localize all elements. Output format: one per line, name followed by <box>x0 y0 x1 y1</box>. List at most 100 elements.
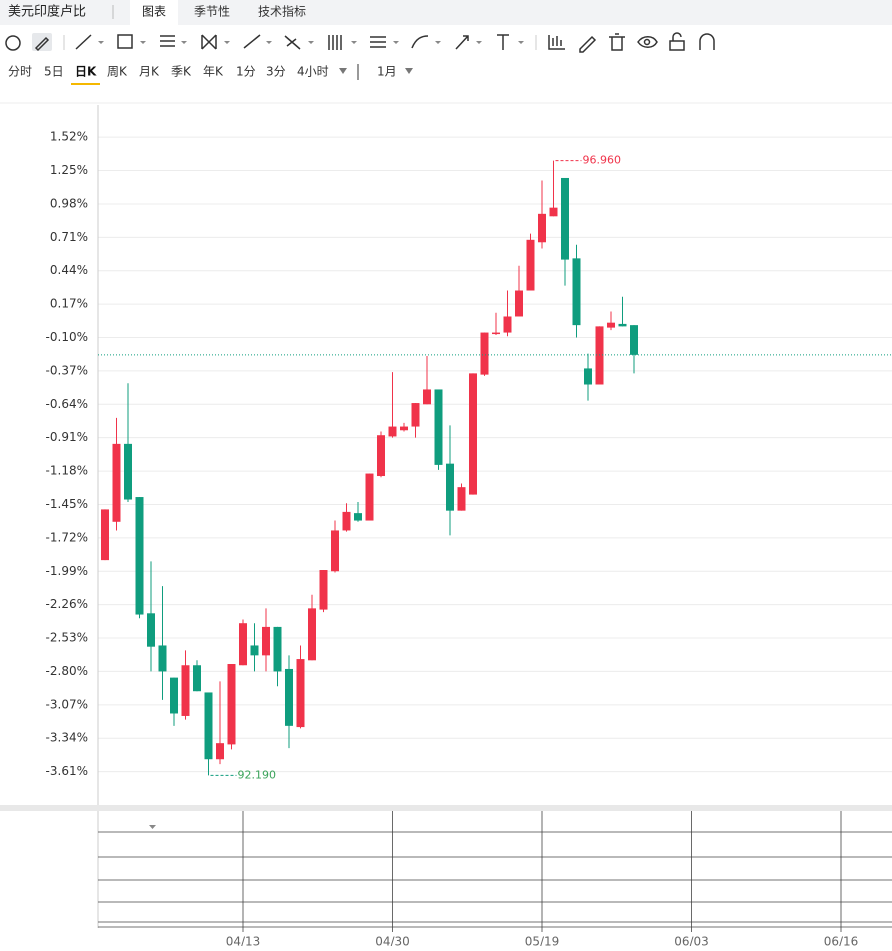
panel-separator <box>0 805 892 811</box>
candle-body <box>227 664 236 745</box>
tool-icon[interactable] <box>75 34 92 50</box>
candle-body <box>135 497 144 615</box>
tool-icon[interactable] <box>328 35 342 50</box>
tool-icon[interactable] <box>699 33 715 50</box>
candle-body <box>400 426 408 431</box>
candle-body <box>342 511 351 531</box>
candle-body <box>101 509 109 561</box>
period-option[interactable]: 1分 <box>236 65 256 79</box>
tool-icon[interactable] <box>548 35 565 50</box>
period-option[interactable]: 年K <box>203 65 224 79</box>
candle-body <box>526 239 535 291</box>
toolbar <box>5 32 715 53</box>
candle-body <box>296 659 305 728</box>
y-tick-label: 0.98% <box>50 196 88 210</box>
tool-icon[interactable] <box>497 34 509 50</box>
candle-body <box>572 258 581 326</box>
candle-body <box>216 743 224 760</box>
candle-body <box>411 403 420 427</box>
tool-icon[interactable] <box>455 35 469 50</box>
candle-body <box>285 668 293 726</box>
candle-body <box>124 443 132 500</box>
tool-icon[interactable] <box>5 35 21 51</box>
active-tab-bg <box>130 0 178 25</box>
period-option[interactable]: 5日 <box>44 65 64 79</box>
y-tick-label: -2.26% <box>46 597 88 611</box>
period-option[interactable]: 日K <box>75 65 97 79</box>
tool-icon[interactable] <box>637 36 658 48</box>
y-tick-label: -0.37% <box>46 363 88 377</box>
candle-body <box>549 207 558 217</box>
max-label: 96.960 <box>583 154 622 167</box>
candle-body <box>584 368 592 385</box>
candle-body <box>354 513 362 521</box>
tool-icon[interactable] <box>643 38 651 46</box>
y-tick-label: -2.80% <box>46 664 88 678</box>
y-tick-label: 0.17% <box>50 297 88 311</box>
candle-body <box>170 677 178 714</box>
candle-body <box>595 326 604 385</box>
candle-body <box>181 665 190 716</box>
tool-icon[interactable] <box>669 32 685 51</box>
tab[interactable]: 季节性 <box>194 5 230 19</box>
period-option[interactable]: 周K <box>107 65 128 79</box>
active-underline <box>71 83 100 85</box>
candle-body <box>193 665 201 692</box>
y-tick-label: -3.07% <box>46 697 88 711</box>
y-tick-label: 0.71% <box>50 230 88 244</box>
tool-icon[interactable] <box>243 34 261 49</box>
tool-icon[interactable] <box>370 36 386 48</box>
period-option[interactable]: 季K <box>171 65 192 79</box>
candle-body <box>365 473 374 521</box>
x-tick-label: 04/13 <box>226 935 261 947</box>
candle-body <box>492 332 500 335</box>
candle-body <box>239 623 247 666</box>
tab[interactable]: 技术指标 <box>258 4 306 19</box>
y-tick-label: -1.45% <box>46 497 88 511</box>
tool-icon[interactable] <box>609 33 625 51</box>
y-tick-label: -3.61% <box>46 764 88 778</box>
period-option[interactable]: 月K <box>139 65 160 79</box>
y-tick-label: 1.25% <box>50 163 88 177</box>
x-tick-label: 04/30 <box>375 935 410 947</box>
candle-body <box>618 323 627 327</box>
y-tick-label: -3.34% <box>46 731 88 745</box>
tab[interactable]: 图表 <box>142 5 166 19</box>
x-tick-label: 05/19 <box>525 935 560 947</box>
candle-body <box>480 332 489 375</box>
lower-panel <box>97 811 892 932</box>
candle-body <box>469 373 477 495</box>
candle-body <box>262 626 270 656</box>
y-tick-label: -1.18% <box>46 464 88 478</box>
tool-icon[interactable] <box>201 34 217 50</box>
tool-icon[interactable] <box>411 35 429 49</box>
candle-body <box>147 613 155 647</box>
tool-icon[interactable] <box>284 35 301 50</box>
dropdown-arrow[interactable] <box>149 825 156 829</box>
candle-body <box>630 325 638 355</box>
dropdown-arrows <box>98 41 524 44</box>
y-tick-label: -0.64% <box>46 397 88 411</box>
x-tick-label: 06/03 <box>674 935 709 947</box>
title: 美元印度卢比 <box>8 4 86 20</box>
candle-body <box>250 645 259 656</box>
tool-icon[interactable] <box>160 35 175 47</box>
candle-body <box>457 487 466 511</box>
candle-body <box>319 570 328 610</box>
period-option[interactable]: 3分 <box>266 65 286 79</box>
candle-body <box>308 608 316 661</box>
x-tick-label: 06/16 <box>824 935 859 947</box>
period-option[interactable]: 分时 <box>8 65 32 79</box>
candle-body <box>273 626 282 672</box>
period-option[interactable]: 4小时 <box>297 65 329 79</box>
y-tick-label: 1.52% <box>50 130 88 144</box>
tool-icon[interactable] <box>117 34 133 49</box>
range-option[interactable]: 1月 <box>377 65 397 79</box>
y-tick-label: -2.53% <box>46 631 88 645</box>
candle-body <box>377 435 385 477</box>
y-tick-label: -1.99% <box>46 564 88 578</box>
tool-icon[interactable] <box>34 36 50 52</box>
candle-body <box>538 213 546 243</box>
tool-icon[interactable] <box>579 35 597 53</box>
